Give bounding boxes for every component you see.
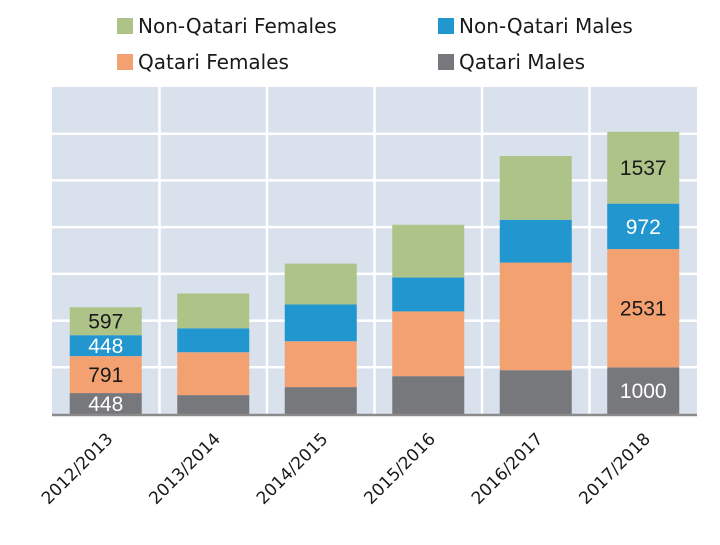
bar-segment-qatari-males [499, 370, 572, 414]
data-label: 2531 [620, 298, 667, 321]
bar-segment-qatari-males [607, 367, 680, 414]
bar-stack: 1000 2531 972 1537 [607, 131, 680, 414]
legend: Non-Qatari Females Non-Qatari Males Qatari… [117, 14, 633, 74]
bar-stack [284, 263, 357, 414]
bar-segment-non-qatari-males [499, 219, 572, 263]
legend-item: Non-Qatari Males [438, 14, 633, 38]
legend-label: Qatari Females [138, 50, 289, 74]
legend-swatch [438, 54, 454, 70]
data-label: 448 [88, 393, 123, 416]
data-label: 1537 [620, 157, 667, 180]
bar-segment-qatari-females [392, 311, 465, 377]
data-label: 1000 [620, 380, 667, 403]
data-label: 972 [626, 216, 661, 239]
legend-swatch [438, 18, 454, 34]
bar-segment-qatari-females [177, 352, 250, 396]
bar-segment-qatari-females [284, 341, 357, 388]
bar-segment-non-qatari-females [284, 263, 357, 305]
bar-segment-non-qatari-males [392, 277, 465, 312]
bar-segment-qatari-females [607, 249, 680, 368]
bar-segment-non-qatari-females [177, 293, 250, 329]
legend-item: Qatari Males [438, 50, 585, 74]
bar-segment-non-qatari-females [607, 131, 680, 204]
bar-segment-qatari-females [69, 356, 142, 394]
bar-segment-qatari-females [499, 262, 572, 371]
legend-label: Qatari Males [459, 50, 585, 74]
bar-stack [177, 293, 250, 414]
legend-label: Non-Qatari Females [138, 14, 337, 38]
bar-segment-qatari-males [69, 393, 142, 414]
bar-segment-qatari-males [284, 387, 357, 414]
x-tick-label: 2016/2017 [468, 429, 547, 508]
x-tick-label: 2012/2013 [38, 429, 117, 508]
x-tick-labels: 2012/2013 2013/2014 2014/2015 2015/2016 2016… [38, 429, 655, 508]
data-label: 448 [88, 335, 123, 358]
x-tick-label: 2017/2018 [575, 429, 654, 508]
x-tick-label: 2014/2015 [253, 429, 332, 508]
bar-segment-non-qatari-females [392, 224, 465, 278]
x-tick-label: 2015/2016 [360, 429, 439, 508]
bar-segment-non-qatari-females [499, 155, 572, 220]
data-label: 791 [88, 364, 123, 387]
bar-segment-non-qatari-males [284, 304, 357, 342]
bar-segment-non-qatari-males [177, 328, 250, 353]
bar-segment-qatari-males [392, 376, 465, 414]
bar-stack [392, 224, 465, 414]
bar-segment-non-qatari-females [69, 307, 142, 336]
legend-label: Non-Qatari Males [459, 14, 633, 38]
data-label: 597 [88, 311, 123, 334]
x-tick-label: 2013/2014 [145, 429, 224, 508]
bar-stack [499, 155, 572, 414]
bar-segment-non-qatari-males [607, 203, 680, 250]
legend-swatch [117, 54, 133, 70]
gridlines [52, 87, 697, 414]
legend-item: Qatari Females [117, 50, 289, 74]
bar-segment-qatari-males [177, 395, 250, 414]
legend-item: Non-Qatari Females [117, 14, 337, 38]
legend-swatch [117, 18, 133, 34]
bar-segment-non-qatari-males [69, 335, 142, 357]
